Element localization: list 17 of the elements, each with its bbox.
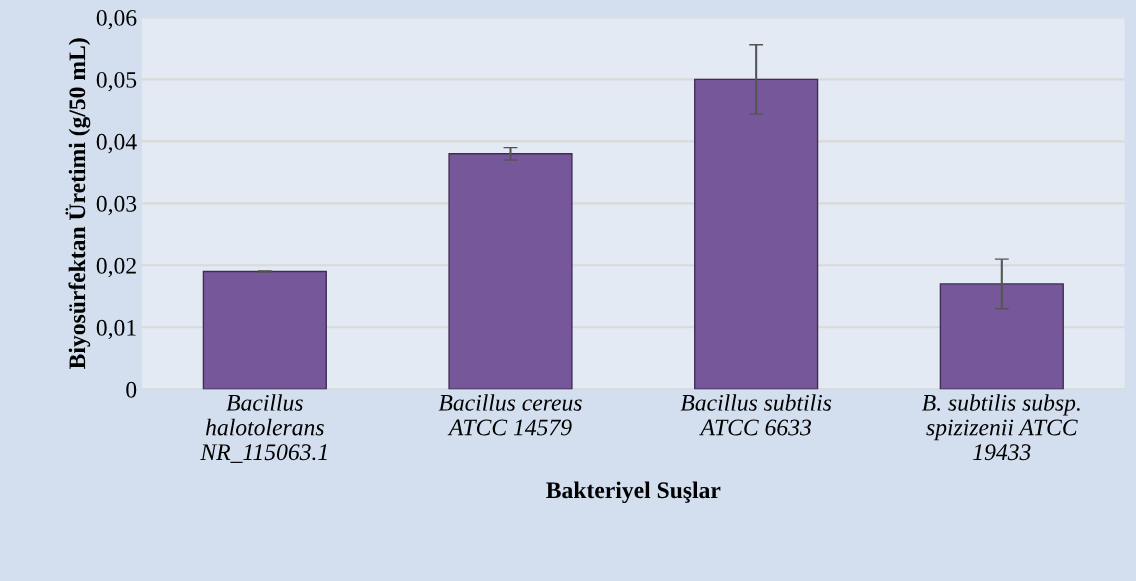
y-tick-label: 0,03 (96, 195, 137, 216)
x-tick-label: B. subtilis subsp. spizizenii ATCC 19433 (922, 394, 1080, 461)
bar (694, 78, 819, 390)
y-tick-label: 0,05 (96, 71, 137, 92)
x-axis-title: Bakteriyel Suşlar (546, 481, 721, 504)
y-tick-label: 0,01 (96, 319, 136, 340)
bar (202, 270, 327, 390)
x-tick-label: Bacillus subtilis ATCC 6633 (680, 394, 832, 436)
bar (939, 283, 1064, 390)
bar (448, 153, 573, 390)
y-tick-label: 0 (126, 381, 137, 398)
y-tick-label: 0,06 (96, 9, 137, 30)
x-tick-label: Bacillus cereus ATCC 14579 (438, 394, 582, 436)
y-axis-title: Biyosürfektan Üretimi (g/50 mL) (65, 38, 91, 369)
y-tick-label: 0,04 (96, 133, 137, 154)
y-tick-label: 0,02 (96, 257, 136, 278)
x-tick-label: Bacillus halotolerans NR_115063.1 (200, 394, 327, 463)
